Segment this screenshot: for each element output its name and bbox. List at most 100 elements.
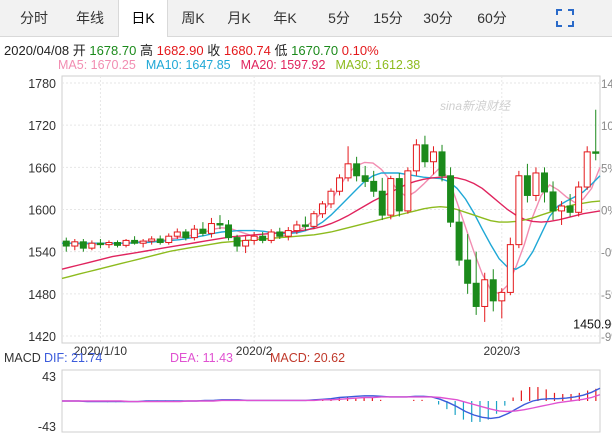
candle-body xyxy=(498,291,506,302)
candle-body xyxy=(412,144,420,172)
candle-body xyxy=(79,241,87,249)
candle-body xyxy=(558,205,566,212)
candle-body xyxy=(139,240,147,244)
tab-8[interactable]: 30分 xyxy=(423,10,453,26)
candle-body xyxy=(148,238,156,242)
macd-y-tick: 43 xyxy=(42,370,56,384)
candle-body xyxy=(301,224,309,227)
candle-body xyxy=(404,170,412,212)
ma-legend-item: MA30: 1612.38 xyxy=(335,58,421,72)
candle-body xyxy=(566,205,574,213)
candle-body xyxy=(225,224,233,239)
ma-legend-item: MA10: 1647.85 xyxy=(145,58,231,72)
y-tick-label: 1720 xyxy=(28,119,56,133)
x-tick-label: 2020/3 xyxy=(483,344,520,358)
tab-0[interactable]: 分时 xyxy=(20,10,48,26)
y-tick-label: 1480 xyxy=(28,288,56,302)
price-annotation: 1450.90 xyxy=(573,317,612,331)
y-tick-label: 1420 xyxy=(28,330,56,344)
candle-body xyxy=(88,242,96,249)
ohlc-info: 2020/04/08 开 1678.70 高 1682.90 收 1680.74… xyxy=(4,40,379,59)
ma-legend-item: MA5: 1670.25 xyxy=(58,58,136,72)
macd-dea-line xyxy=(62,393,601,413)
candle-body xyxy=(276,231,284,237)
fullscreen-icon[interactable] xyxy=(556,9,574,27)
tab-1[interactable]: 年线 xyxy=(76,10,104,26)
macd-frame xyxy=(61,369,601,433)
candle-body xyxy=(455,221,463,261)
low-label: 低 xyxy=(274,43,288,58)
ma-legend-item: MA20: 1597.92 xyxy=(240,58,326,72)
tab-9[interactable]: 60分 xyxy=(477,10,507,26)
pct-tick-label: -0% xyxy=(601,248,612,260)
pct-tick-label: -5% xyxy=(601,290,612,302)
x-tick-label: 2020/2 xyxy=(236,344,273,358)
candle-body xyxy=(429,151,437,163)
candle-body xyxy=(318,203,326,215)
candle-body xyxy=(549,191,557,212)
tab-3[interactable]: 周K xyxy=(181,10,205,26)
macd-title: MACD xyxy=(4,351,41,365)
candle-body xyxy=(378,190,386,216)
candle-body xyxy=(532,172,540,196)
candle-body xyxy=(370,180,378,192)
candle-body xyxy=(464,259,472,284)
macd-dea-legend: DEA: 11.43 xyxy=(170,351,233,365)
open-value: 1678.70 xyxy=(89,43,137,58)
candle-body xyxy=(472,282,480,307)
tab-5[interactable]: 年K xyxy=(273,10,297,26)
candle-body xyxy=(259,235,267,241)
candle-body xyxy=(156,238,164,244)
candle-body xyxy=(250,235,258,241)
tab-2[interactable]: 日K xyxy=(118,0,168,37)
macd-dif-legend: DIF: 21.74 xyxy=(44,351,102,365)
watermark-logo: sina新浪财经 xyxy=(440,99,512,113)
pct-tick-label: 5% xyxy=(601,163,612,175)
pct-tick-label: -9% xyxy=(601,332,612,344)
candle-body xyxy=(71,241,79,247)
candle-body xyxy=(293,224,301,232)
pct-tick-label: 0% xyxy=(601,206,612,218)
macd-value-legend: MACD: 20.62 xyxy=(270,351,345,365)
tab-7[interactable]: 15分 xyxy=(373,10,403,26)
ma-line-ma10 xyxy=(62,172,601,270)
candle-body xyxy=(96,242,104,246)
candle-body xyxy=(233,237,241,247)
tab-6[interactable]: 5分 xyxy=(328,10,350,26)
candle-body xyxy=(207,223,215,234)
open-label: 开 xyxy=(72,43,86,58)
y-tick-label: 1600 xyxy=(28,204,56,218)
candle-body xyxy=(216,223,224,226)
price-frame xyxy=(61,75,601,344)
ma-line-ma5 xyxy=(62,161,601,295)
candle-body xyxy=(515,175,523,246)
candle-body xyxy=(592,151,600,154)
x-tick-label: 2020/1/10 xyxy=(74,344,128,358)
candle-body xyxy=(344,163,352,179)
candle-body xyxy=(438,151,446,177)
candle-body xyxy=(575,186,583,213)
candle-body xyxy=(395,178,403,212)
high-label: 高 xyxy=(139,43,153,58)
candle-body xyxy=(122,239,130,246)
candle-body xyxy=(62,240,70,247)
candle-body xyxy=(481,279,489,307)
close-value: 1680.74 xyxy=(223,43,271,58)
candle-body xyxy=(114,242,121,246)
candle-body xyxy=(182,231,190,239)
candle-body xyxy=(421,144,429,163)
candle-body xyxy=(284,230,292,237)
low-value: 1670.70 xyxy=(291,43,339,58)
macd-y-tick: -43 xyxy=(38,420,56,434)
ohlc-date: 2020/04/08 xyxy=(4,43,70,58)
tab-4[interactable]: 月K xyxy=(227,10,251,26)
candle-body xyxy=(506,244,514,293)
candle-body xyxy=(523,175,531,196)
candle-body xyxy=(105,242,113,246)
candle-body xyxy=(489,279,497,302)
candle-body xyxy=(131,239,139,244)
candle-body xyxy=(327,190,335,205)
candle-body xyxy=(242,239,250,247)
high-value: 1682.90 xyxy=(156,43,204,58)
ma-line-ma30 xyxy=(61,200,601,280)
